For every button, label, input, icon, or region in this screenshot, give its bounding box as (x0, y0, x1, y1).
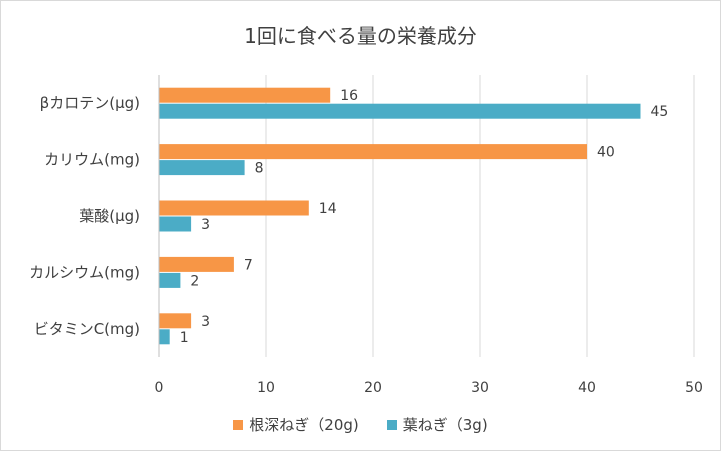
chart-title: 1回に食べる量の栄養成分 (244, 24, 477, 48)
data-label-series-1-category-2: 14 (319, 201, 337, 217)
category-label-1: カリウム(mg) (44, 151, 140, 169)
data-label-series-2-category-4: 1 (180, 330, 189, 346)
bar-series-2-category-0 (159, 103, 641, 119)
legend-item-series-2: 葉ねぎ（3g) (386, 414, 488, 435)
data-label-series-2-category-3: 2 (190, 273, 199, 289)
category-label-2: 葉酸(μg) (79, 207, 140, 225)
data-label-series-1-category-3: 7 (244, 257, 253, 273)
bar-series-2-category-2 (159, 216, 192, 232)
legend-swatch-series-1 (233, 419, 244, 430)
data-label-series-1-category-0: 16 (340, 88, 358, 104)
category-label-0: βカロテン(μg) (40, 94, 140, 112)
bar-series-2-category-4 (159, 329, 170, 345)
x-tick-label-50: 50 (685, 380, 703, 396)
x-tick-label-20: 20 (364, 380, 382, 396)
data-label-series-1-category-1: 40 (597, 145, 615, 161)
category-label-3: カルシウム(mg) (29, 263, 140, 281)
category-label-4: ビタミンC(mg) (34, 320, 140, 338)
data-label-series-1-category-4: 3 (201, 314, 210, 330)
legend-label-series-2: 葉ねぎ（3g) (402, 416, 488, 434)
legend-label-series-1: 根深ねぎ（20g) (249, 416, 359, 434)
bar-series-1-category-0 (159, 87, 331, 103)
legend: 根深ねぎ（20g) 葉ねぎ（3g) (0, 414, 721, 435)
bar-series-1-category-2 (159, 200, 309, 216)
x-tick-label-40: 40 (578, 380, 596, 396)
data-label-series-2-category-2: 3 (201, 217, 210, 233)
legend-item-series-1: 根深ねぎ（20g) (233, 414, 359, 435)
data-label-series-2-category-0: 45 (651, 104, 669, 120)
x-tick-label-30: 30 (471, 380, 489, 396)
legend-swatch-series-2 (386, 419, 397, 430)
bar-series-2-category-1 (159, 160, 245, 176)
bar-series-1-category-3 (159, 256, 234, 272)
x-tick-label-0: 0 (155, 380, 164, 396)
bar-series-2-category-3 (159, 272, 181, 288)
x-tick-label-10: 10 (257, 380, 275, 396)
data-label-series-2-category-1: 8 (255, 161, 264, 177)
bar-series-1-category-4 (159, 313, 192, 329)
bar-series-1-category-1 (159, 144, 587, 160)
